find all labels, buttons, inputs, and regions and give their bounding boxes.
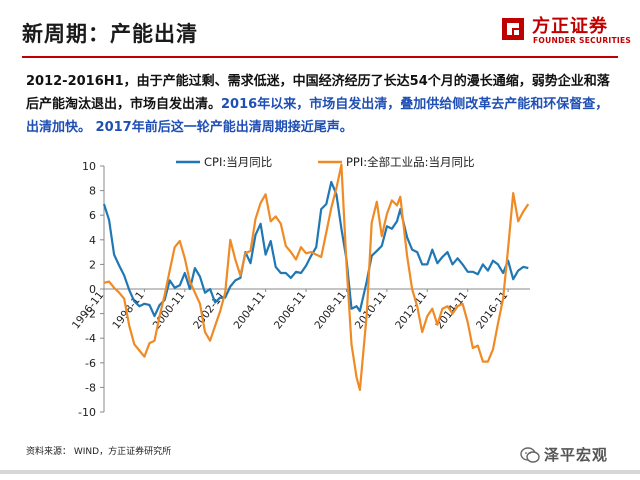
- series-line-ppi: [103, 163, 530, 391]
- y-tick-label: 10: [82, 160, 96, 173]
- y-tick-label: 4: [89, 234, 96, 247]
- logo-name-cn: 方正证券: [532, 16, 608, 37]
- source-note: 资料来源： WIND，方正证券研究所: [26, 447, 172, 457]
- y-tick-label: 0: [89, 283, 96, 296]
- legend-label-cpi: CPI:当月同比: [204, 155, 272, 169]
- logo-mark-icon: [502, 18, 524, 40]
- series-line-cpi: [102, 180, 529, 318]
- y-tick-label: -10: [78, 406, 96, 419]
- y-tick-label: -2: [85, 308, 96, 321]
- watermark-text: 泽平宏观: [544, 446, 609, 464]
- founder-securities-logo: 方正证券 FOUNDER SECURITIES: [498, 12, 631, 50]
- y-tick-label: 8: [89, 185, 96, 198]
- y-tick-label: 6: [89, 209, 96, 222]
- slide-header: 新周期：产能出清 方正证券 FOUNDER SECURITIES: [0, 0, 640, 62]
- footer-divider: [0, 470, 640, 474]
- x-tick-label: 2006-11: [272, 289, 308, 331]
- logo-name-en: FOUNDER SECURITIES: [533, 36, 632, 45]
- page-title: 新周期：产能出清: [22, 22, 198, 46]
- y-tick-label: -8: [85, 381, 96, 394]
- y-tick-label: 2: [89, 258, 96, 271]
- y-tick-label: -4: [85, 332, 96, 345]
- x-tick-label: 2008-11: [312, 289, 348, 331]
- watermark: 泽平宏观: [520, 443, 630, 467]
- wechat-icon: [520, 447, 540, 463]
- x-tick-label: 2016-11: [474, 289, 510, 331]
- summary-part-1: 2012-2016H1，由于产能过剩、需求低迷，中国经济经历了长达54个月的漫长…: [26, 74, 610, 112]
- y-tick-label: -6: [85, 357, 96, 370]
- legend-label-ppi: PPI:全部工业品:当月同比: [346, 155, 475, 169]
- x-tick-label: 2004-11: [232, 289, 268, 331]
- summary-text: 2012-2016H1，由于产能过剩、需求低迷，中国经济经历了长达54个月的漫长…: [26, 70, 618, 139]
- summary-part-2: 2016年以来，市场自发出清，叠加供给侧改革去产能和环保督查，出清加快。 201…: [26, 97, 609, 135]
- header-divider: [22, 56, 618, 58]
